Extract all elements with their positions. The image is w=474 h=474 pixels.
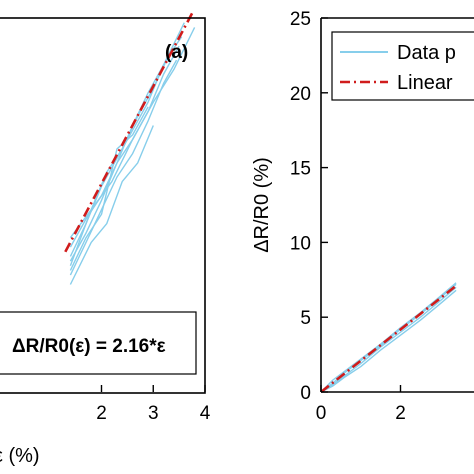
panel-a-x-tick-label-2: 4 [200, 403, 211, 424]
legend-fit-label: Linear [397, 72, 453, 94]
panel-a-x-tick-label-0: 2 [96, 403, 107, 424]
panel-a-ticks: 2 3 4 [96, 385, 211, 424]
legend-data-label: Data p [397, 42, 456, 64]
panel-a-data-line-1 [69, 45, 180, 262]
panel-b-data-line-1 [320, 282, 457, 393]
panel-b-y-tick-label-2: 10 [290, 233, 311, 254]
panel-b-y-tick-label-4: 20 [290, 84, 311, 105]
fit-equation-annotation: ΔR/R0(ε) = 2.16*ε [12, 336, 166, 357]
panel-b-series-group [320, 282, 457, 394]
panel-b-y-tick-label-5: 25 [290, 9, 311, 30]
panel-b-data-line-0 [320, 286, 457, 393]
panel-b-x-tick-label-0: 0 [316, 403, 327, 424]
panel-a-data-line-3 [69, 59, 178, 276]
legend-box [331, 31, 474, 101]
panel-a-x-tick-label-1: 3 [148, 403, 159, 424]
panel-a-series-group [64, 12, 196, 285]
panel-b-y-tick-label-3: 15 [290, 159, 311, 180]
panel-a-data-line-4 [69, 125, 154, 285]
panel-a-data-line-7 [69, 27, 196, 239]
panel-a-label: (a) [165, 42, 188, 63]
panel-b-y-tick-label-0: 0 [300, 383, 311, 404]
panel-b-x-tick-label-1: 2 [395, 403, 406, 424]
panel-b-y-tick-label-1: 5 [300, 308, 311, 329]
panel-a-x-axis-title: ε (%) [0, 445, 40, 467]
panel-a-data-line-5 [69, 64, 165, 248]
panel-b-fit-line [320, 284, 457, 394]
panel-b-data-line-2 [320, 289, 457, 393]
annotation-box [0, 311, 197, 375]
panel-a-frame [0, 17, 206, 394]
panel-a-fit-line [64, 12, 194, 253]
panel-a: 2 3 4 (a) ΔR/R0(ε) = 2.16*ε ε (%) [0, 12, 211, 467]
panel-a-data-line-6 [69, 106, 149, 271]
panel-b-y-axis-title: ΔR/R0 (%) [251, 157, 273, 253]
